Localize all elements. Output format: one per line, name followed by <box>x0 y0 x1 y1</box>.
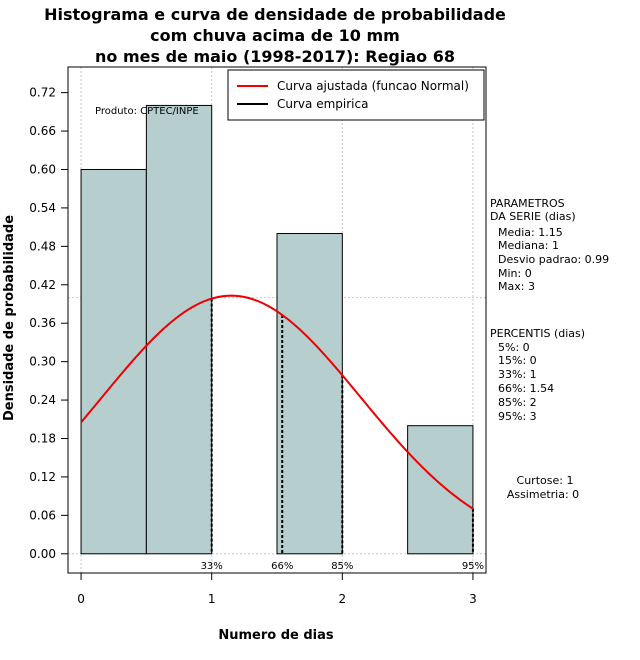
legend-label-fitted: Curva ajustada (funcao Normal) <box>277 79 469 93</box>
x-tick-label-2: 2 <box>338 592 346 606</box>
params-title-2: DA SERIE (dias) <box>490 210 576 223</box>
y-tick-label-2: 0.12 <box>29 470 56 484</box>
param-mean: Media: 1.15 <box>498 226 563 239</box>
percentil-33: 33%: 1 <box>498 368 537 381</box>
histogram-bar-0 <box>80 168 147 555</box>
bars-layer <box>80 104 474 555</box>
kurtosis-value: Curtose: 1 <box>517 474 574 487</box>
y-tick-label-4: 0.24 <box>29 393 56 407</box>
y-tick-label-3: 0.18 <box>29 431 56 445</box>
legend: Curva ajustada (funcao Normal) Curva emp… <box>227 69 485 121</box>
lines-layer: 33% 66% 85% 95% <box>80 294 484 572</box>
param-min: Min: 0 <box>498 267 532 280</box>
x-tick-label-1: 1 <box>208 592 216 606</box>
skewness-value: Assimetria: 0 <box>507 488 579 501</box>
percentil-66: 66%: 1.54 <box>498 382 554 395</box>
x-tick-label-3: 3 <box>469 592 477 606</box>
histogram-bar-2 <box>276 233 343 555</box>
percentil-5: 5%: 0 <box>498 341 530 354</box>
y-tick-label-5: 0.30 <box>29 355 56 369</box>
percentil-85: 85%: 2 <box>498 396 537 409</box>
percentil-15: 15%: 0 <box>498 354 537 367</box>
histogram-bar-1 <box>145 104 213 555</box>
percentile-marker-label-2: 85% <box>331 561 353 572</box>
param-max: Max: 3 <box>498 280 535 293</box>
percentile-marker-label-0: 33% <box>201 561 223 572</box>
y-axis-label: Densidade de probabilidade <box>2 215 17 421</box>
param-sd: Desvio padrao: 0.99 <box>498 253 609 266</box>
y-tick-label-9: 0.54 <box>29 201 56 215</box>
params-title-1: PARAMETROS <box>490 197 565 210</box>
y-tick-label-8: 0.48 <box>29 239 56 253</box>
param-median: Mediana: 1 <box>498 239 559 252</box>
plot-frame <box>67 66 487 574</box>
percentile-marker-label-1: 66% <box>271 561 293 572</box>
y-tick-label-0: 0.00 <box>29 547 56 561</box>
legend-label-empirical: Curva empirica <box>277 97 368 111</box>
title-line-3: no mes de maio (1998-2017): Regiao 68 <box>95 47 455 66</box>
y-tick-label-1: 0.06 <box>29 508 56 522</box>
fitted-normal-curve <box>80 294 474 510</box>
y-tick-label-7: 0.42 <box>29 278 56 292</box>
axes-layer: 0 1 2 3 0.00 0.06 0.12 0.18 0.24 0.30 0.36 0.42 0.48… <box>29 66 487 606</box>
x-tick-label-0: 0 <box>77 592 85 606</box>
title-line-1: Histograma e curva de densidade de proba… <box>44 5 506 24</box>
statistics-panel: PARAMETROS DA SERIE (dias) Media: 1.15 M… <box>490 197 609 501</box>
y-tick-label-11: 0.66 <box>29 124 56 138</box>
title-line-2: com chuva acima de 10 mm <box>150 26 400 45</box>
y-tick-label-12: 0.72 <box>29 86 56 100</box>
percentil-95: 95%: 3 <box>498 410 537 423</box>
y-tick-label-10: 0.60 <box>29 162 56 176</box>
product-label: Produto: CPTEC/INPE <box>95 106 199 117</box>
percentile-marker-label-3: 95% <box>462 561 484 572</box>
x-axis-label: Numero de dias <box>218 628 334 643</box>
legend-box <box>227 69 485 121</box>
chart-title: Histograma e curva de densidade de proba… <box>44 5 506 66</box>
histogram-bar-3 <box>407 425 474 555</box>
percentis-title: PERCENTIS (dias) <box>490 327 585 340</box>
y-tick-label-6: 0.36 <box>29 316 56 330</box>
